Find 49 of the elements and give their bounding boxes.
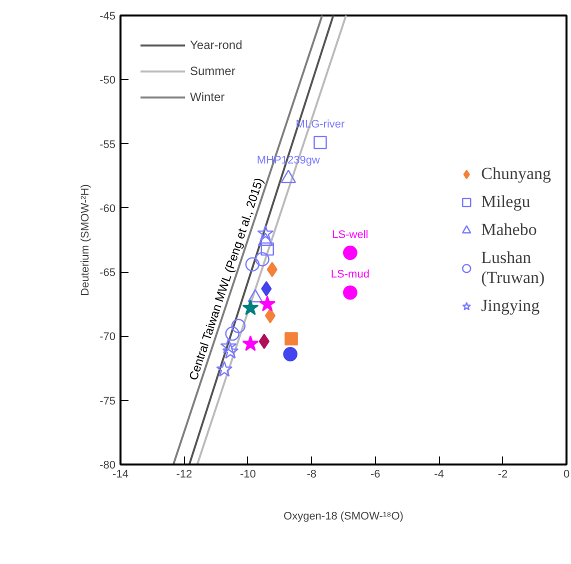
- point: [222, 342, 239, 359]
- legend-label: Milegu: [481, 192, 530, 212]
- point: [264, 308, 276, 324]
- y-tick-label: -60: [100, 202, 116, 215]
- point: [258, 334, 270, 349]
- x-tick-label: -2: [498, 468, 508, 480]
- point: [231, 318, 246, 334]
- point: [255, 252, 270, 266]
- legend-label: Lushan (Truwan): [481, 248, 545, 288]
- annotation: LS-well: [332, 228, 368, 241]
- x-axis-title: Oxygen-18 (SMOW-¹⁸O): [284, 510, 404, 522]
- legend-label: Mahebo: [481, 220, 537, 240]
- point: [257, 224, 274, 241]
- point: [343, 285, 358, 300]
- point: [242, 335, 259, 352]
- x-tick-label: 0: [563, 468, 570, 480]
- y-tick-label: -75: [100, 395, 116, 408]
- legend-label: Summer: [190, 64, 236, 78]
- y-tick-label: -50: [100, 74, 116, 87]
- point: [314, 136, 327, 150]
- point: [220, 338, 237, 354]
- x-tick-label: -14: [112, 468, 128, 480]
- legend-label: Chunyang: [481, 164, 551, 184]
- point: [343, 246, 358, 260]
- point: [261, 281, 272, 296]
- y-tick-label: -65: [100, 267, 116, 280]
- x-tick-label: -8: [306, 468, 317, 480]
- legend-label: Jingying: [481, 296, 540, 316]
- point: [260, 242, 274, 256]
- y-axis-title: Deuterium (SMOW-²H): [80, 184, 92, 296]
- point: [259, 295, 276, 312]
- point: [225, 326, 240, 341]
- y-tick-label: -55: [100, 138, 116, 151]
- x-tick-label: -4: [434, 468, 444, 480]
- point: [284, 332, 298, 346]
- y-tick-label: -70: [100, 331, 116, 344]
- point: [245, 257, 260, 272]
- point: [242, 299, 259, 316]
- x-tick-label: -12: [176, 468, 192, 480]
- y-tick-label: -80: [100, 460, 116, 472]
- point: [216, 360, 233, 377]
- x-tick-label: -6: [370, 468, 380, 480]
- x-tick-label: -10: [240, 468, 256, 480]
- annotation: Central Taiwan MWL (Peng et al., 2015): [186, 176, 266, 382]
- annotation: LS-mud: [330, 268, 370, 281]
- y-tick-label: -45: [100, 10, 116, 22]
- point: [283, 347, 298, 362]
- legend-label: Winter: [190, 90, 225, 104]
- legend-label: Year-rond: [190, 38, 242, 52]
